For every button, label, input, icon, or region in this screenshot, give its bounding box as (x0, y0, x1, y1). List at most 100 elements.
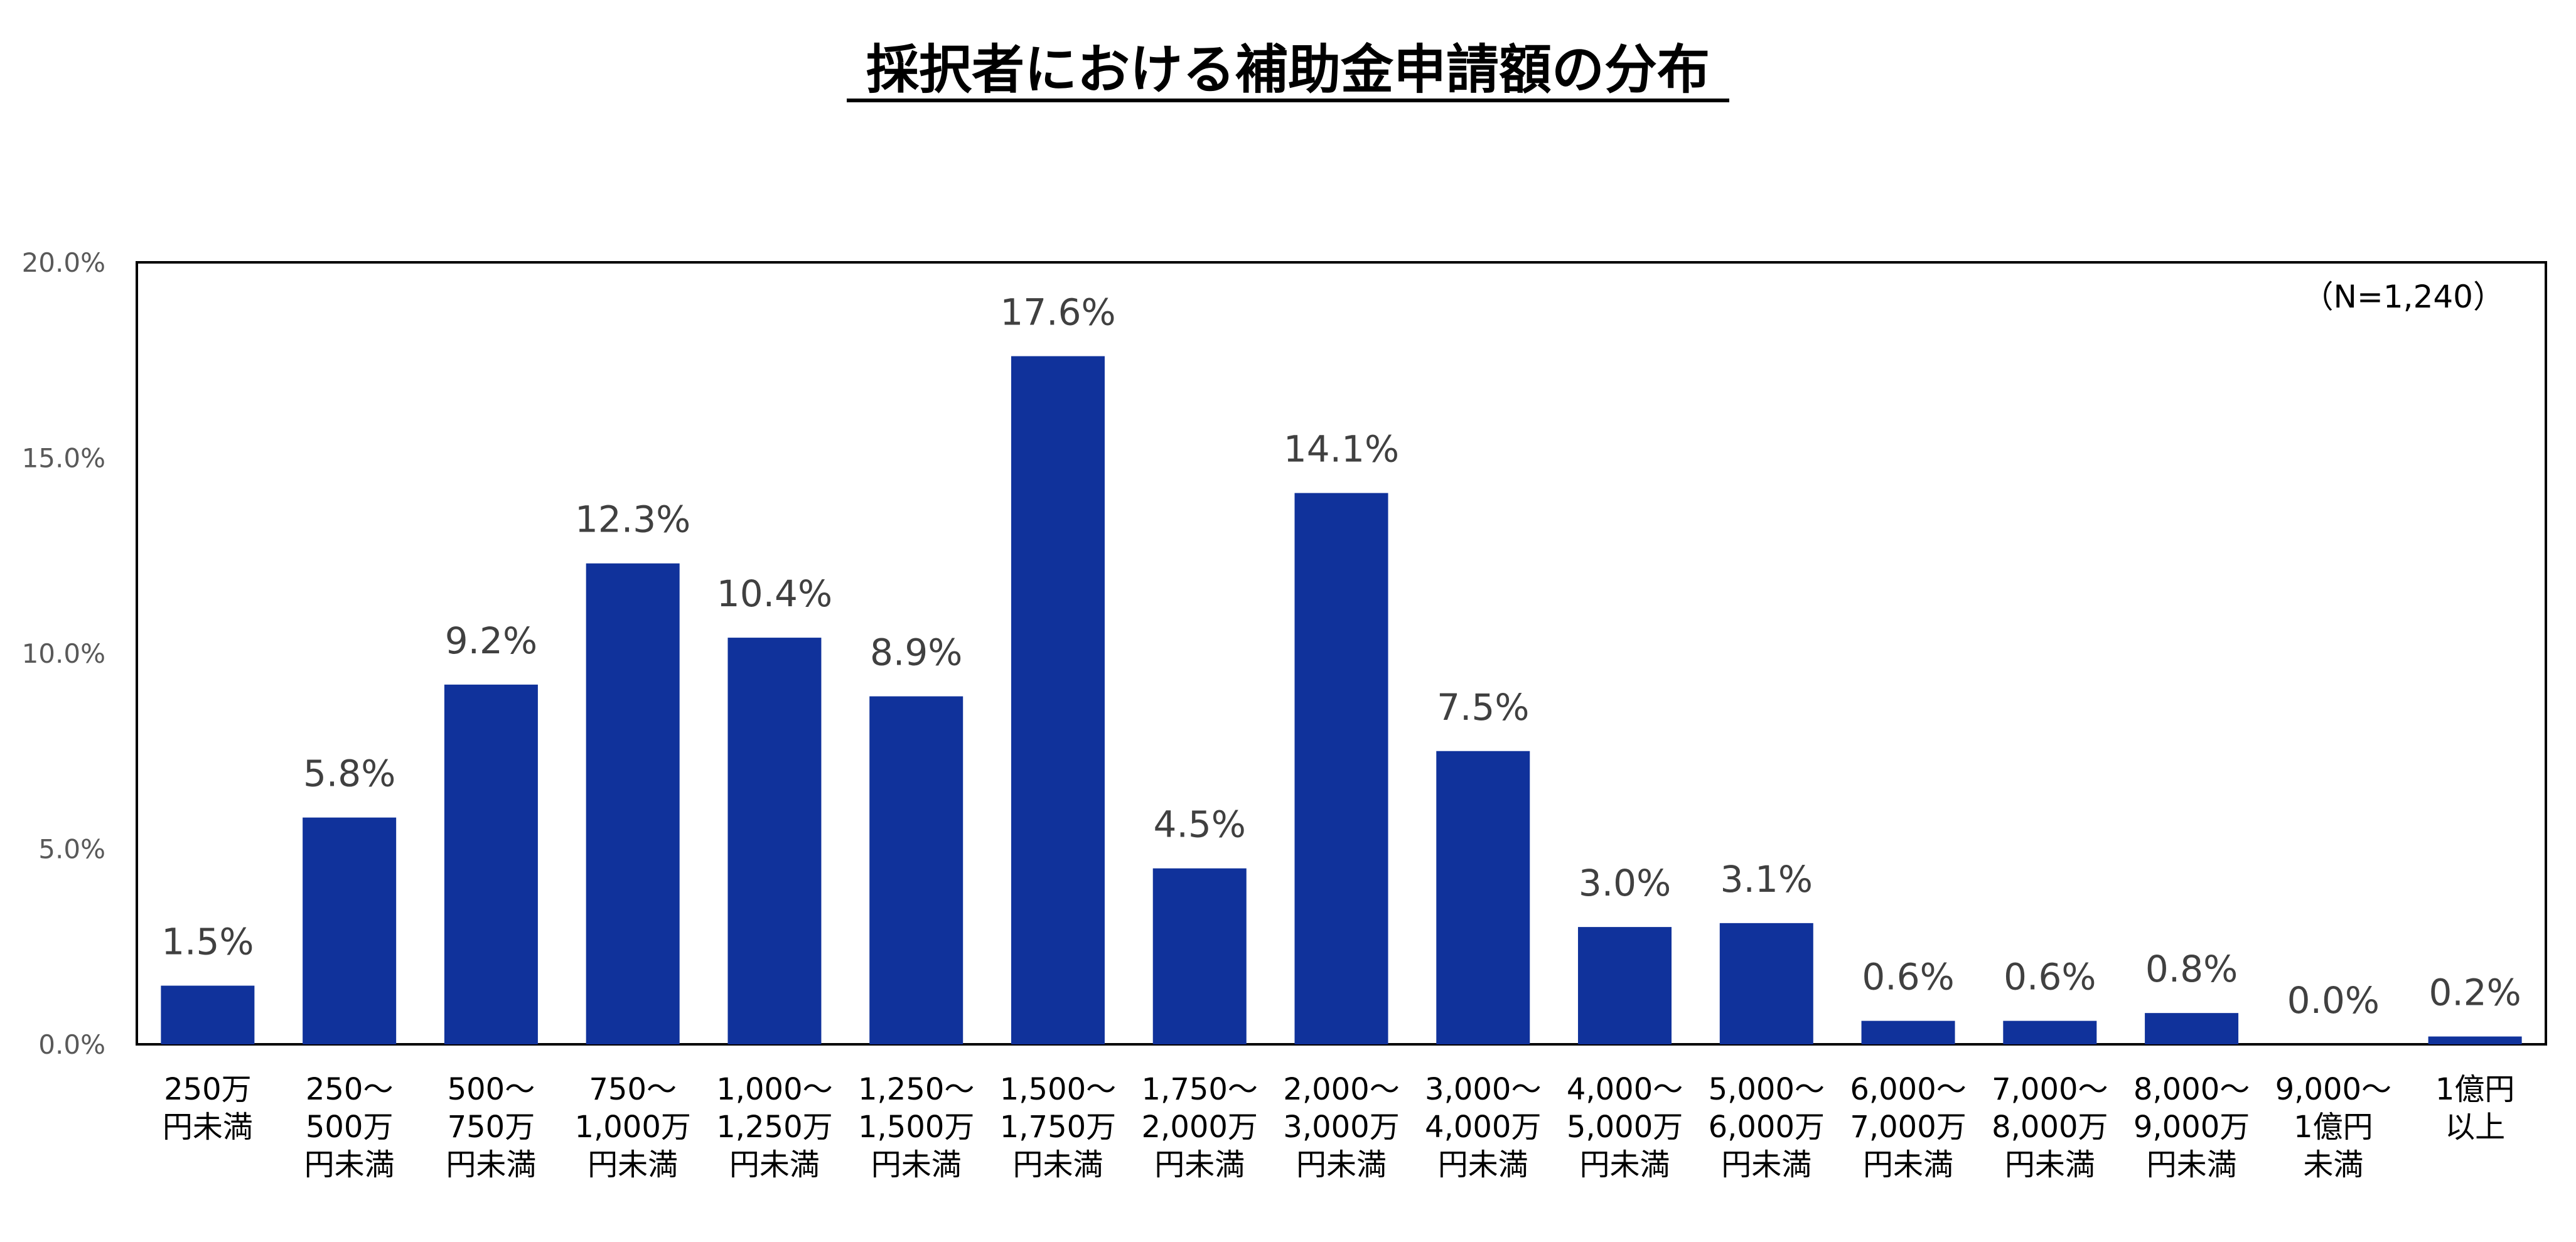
x-category-label-line: 4,000万 (1425, 1110, 1541, 1145)
bar (444, 684, 538, 1044)
x-category-label: 7,000〜 8,000万円未満 (1992, 1072, 2108, 1182)
x-category-label-line: 1,500〜 (1000, 1072, 1116, 1107)
x-category-label: 8,000〜 9,000万円未満 (2133, 1072, 2250, 1182)
x-category-label-line: 円未満 (1580, 1147, 1670, 1182)
x-category-label-line: 8,000万 (1992, 1110, 2108, 1145)
data-label: 8.9% (870, 631, 962, 674)
x-category-label-line: 1,750〜 (1142, 1072, 1258, 1107)
x-category-label-line: 5,000〜 (1709, 1072, 1825, 1107)
bars (161, 356, 2522, 1044)
bar (2003, 1020, 2097, 1044)
x-category-label: 2,000〜 3,000万円未満 (1283, 1072, 1399, 1182)
x-category-label-line: 1,500万 (858, 1110, 974, 1145)
data-label: 3.0% (1579, 862, 1671, 904)
data-label: 0.0% (2287, 979, 2380, 1022)
x-category-label-line: 9,000万 (2133, 1110, 2250, 1145)
x-category-label-line: 1億円 (2435, 1072, 2515, 1107)
x-category-label: 750〜 1,000万円未満 (574, 1072, 690, 1182)
bar (2145, 1013, 2239, 1044)
x-category-label-line: 1,000万 (574, 1110, 690, 1145)
bar (1436, 751, 1530, 1044)
x-category-label-line: 3,000万 (1283, 1110, 1399, 1145)
chart-title: 採択者における補助金申請額の分布 (866, 39, 1710, 100)
x-category-label-line: 未満 (2303, 1147, 2363, 1182)
bar (2428, 1036, 2522, 1044)
bar (869, 696, 963, 1044)
data-label: 0.6% (2004, 956, 2096, 998)
data-label: 5.8% (303, 752, 395, 795)
x-category-label-line: 円未満 (871, 1147, 962, 1182)
x-category-label-line: 5,000万 (1567, 1110, 1683, 1145)
x-category-label: 1,000〜 1,250万円未満 (716, 1072, 832, 1182)
x-category-label-line: 6,000万 (1709, 1110, 1825, 1145)
x-category-label-line: 円未満 (446, 1147, 536, 1182)
x-category-label-line: 円未満 (1154, 1147, 1245, 1182)
x-category-label-line: 円未満 (1863, 1147, 1953, 1182)
x-category-label-line: 以上 (2445, 1110, 2505, 1145)
data-label: 1.5% (161, 921, 254, 963)
x-category-label-line: 1,750万 (1000, 1110, 1116, 1145)
x-category-label: 1,250〜 1,500万円未満 (858, 1072, 974, 1182)
x-category-label-line: 7,000〜 (1992, 1072, 2108, 1107)
bar (303, 817, 397, 1044)
x-category-label-line: 円未満 (1012, 1147, 1103, 1182)
x-category-label-line: 2,000万 (1142, 1110, 1258, 1145)
x-category-label-line: 1億円 (2294, 1110, 2373, 1145)
x-category-label-line: 750万 (448, 1110, 535, 1145)
x-category-label: 6,000〜 7,000万円未満 (1850, 1072, 1966, 1182)
x-category-label: 1,750〜 2,000万円未満 (1142, 1072, 1258, 1182)
bar (1578, 927, 1672, 1044)
x-category-label-line: 円未満 (588, 1147, 678, 1182)
y-tick-label: 15.0% (22, 443, 105, 474)
x-category-label-line: 6,000〜 (1850, 1072, 1966, 1107)
bar (161, 985, 255, 1044)
x-category-label: 500〜 750万円未満 (446, 1072, 536, 1182)
x-category-label-line: 円未満 (1296, 1147, 1387, 1182)
x-category-label-line: 750〜 (589, 1072, 677, 1107)
data-label: 12.3% (575, 498, 690, 541)
bar (1861, 1020, 1955, 1044)
x-category-label-line: 500〜 (448, 1072, 535, 1107)
x-category-label-line: 円未満 (2147, 1147, 2237, 1182)
y-tick-label: 5.0% (38, 834, 105, 865)
bar (1294, 493, 1388, 1044)
data-labels: 1.5% 5.8% 9.2% 12.3% 10.4% 8.9% 17.6% 4.5% 14.1%… (161, 291, 2521, 1022)
data-label: 10.4% (717, 572, 832, 615)
x-category-label-line: 2,000〜 (1283, 1072, 1399, 1107)
x-category-label-line: 1,250万 (716, 1110, 832, 1145)
data-label: 0.2% (2428, 972, 2521, 1014)
x-category-label: 1億円以上 (2435, 1072, 2515, 1145)
bar (1011, 356, 1105, 1044)
x-category-label: 9,000〜 1億円未満 (2275, 1072, 2391, 1182)
x-category-label: 3,000〜 4,000万円未満 (1425, 1072, 1541, 1182)
x-category-label-line: 500万 (306, 1110, 394, 1145)
x-category-label-line: 250万 (164, 1072, 252, 1107)
x-category-label-line: 8,000〜 (2133, 1072, 2250, 1107)
data-label: 7.5% (1437, 686, 1529, 729)
x-category-label: 1,500〜 1,750万円未満 (1000, 1072, 1116, 1182)
x-category-label: 4,000〜 5,000万円未満 (1567, 1072, 1683, 1182)
y-tick-label: 20.0% (22, 247, 105, 278)
x-category-label-line: 1,000〜 (716, 1072, 832, 1107)
y-axis-tick-labels: 0.0% 5.0% 10.0% 15.0% 20.0% (22, 247, 105, 1060)
x-category-label: 5,000〜 6,000万円未満 (1709, 1072, 1825, 1182)
data-label: 0.6% (1862, 956, 1954, 998)
x-category-label-line: 円未満 (1438, 1147, 1528, 1182)
x-category-label-line: 250〜 (306, 1072, 394, 1107)
x-category-label-line: 7,000万 (1850, 1110, 1966, 1145)
sample-size-note: （N=1,240） (2302, 279, 2504, 315)
x-category-label-line: 4,000〜 (1567, 1072, 1683, 1107)
x-category-label-line: 1,250〜 (858, 1072, 974, 1107)
bar (1152, 868, 1247, 1044)
data-label: 4.5% (1154, 803, 1246, 846)
x-category-label-line: 9,000〜 (2275, 1072, 2391, 1107)
data-label: 17.6% (1000, 291, 1115, 334)
data-label: 3.1% (1720, 858, 1813, 901)
y-tick-label: 0.0% (38, 1029, 105, 1060)
x-category-label-line: 円未満 (2005, 1147, 2095, 1182)
x-category-label-line: 円未満 (163, 1110, 253, 1145)
x-category-label-line: 円未満 (1721, 1147, 1811, 1182)
data-label: 14.1% (1284, 428, 1399, 471)
